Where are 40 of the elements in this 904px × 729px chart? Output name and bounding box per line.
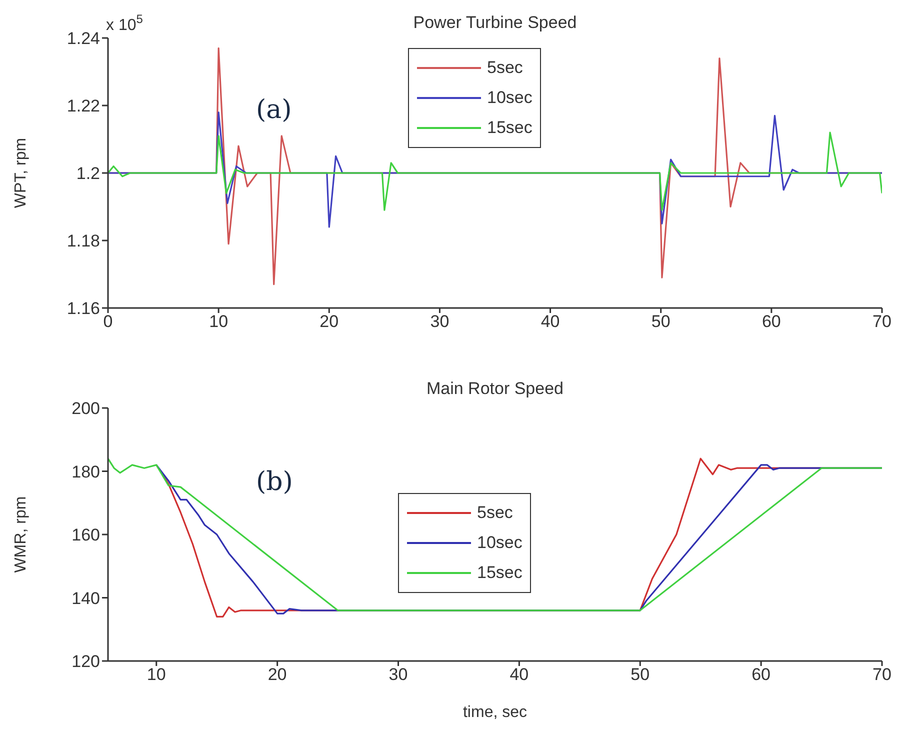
annotation: (a) bbox=[256, 95, 292, 125]
x-tick-label: 60 bbox=[752, 665, 771, 684]
y-axis-title: WPT, rpm bbox=[12, 138, 30, 208]
x-tick-label: 30 bbox=[388, 665, 408, 684]
x-tick-label: 40 bbox=[510, 665, 529, 684]
annotation: (b) bbox=[256, 467, 293, 497]
x-tick-label: 50 bbox=[651, 312, 670, 332]
x-tick-label: 50 bbox=[630, 665, 650, 684]
x-axis-title: time, sec bbox=[462, 704, 528, 721]
y-tick-label: 160 bbox=[72, 526, 100, 545]
legend-label: 15sec bbox=[487, 118, 532, 138]
y-tick-label: 1.22 bbox=[66, 96, 100, 116]
y-tick-label: 1.24 bbox=[66, 29, 100, 48]
y-tick-label: 200 bbox=[72, 399, 100, 418]
legend-label: 10sec bbox=[487, 88, 532, 108]
x-tick-label: 70 bbox=[872, 665, 892, 684]
x-tick-label: 40 bbox=[540, 312, 560, 332]
text: x 10$^{5}$ bbox=[106, 12, 144, 34]
x-tick-label: 30 bbox=[430, 312, 450, 332]
y-tick-label: 1.18 bbox=[66, 232, 100, 251]
legend-label: 15sec bbox=[477, 563, 522, 583]
legend-label: 5sec bbox=[487, 58, 523, 78]
chart-title: Power Turbine Speed bbox=[413, 13, 577, 32]
y-axis-title: WMR, rpm bbox=[12, 496, 30, 573]
x-tick-label: 60 bbox=[762, 312, 781, 332]
y-tick-label: 1.16 bbox=[66, 299, 100, 318]
y-tick-label: 1.2 bbox=[76, 164, 100, 184]
y-tick-label: 140 bbox=[72, 588, 100, 608]
x-tick-label: 20 bbox=[268, 665, 287, 684]
chart-title: Main Rotor Speed bbox=[426, 379, 564, 398]
y-tick-label: 180 bbox=[72, 462, 100, 482]
line-series bbox=[108, 132, 882, 211]
x-tick-label: 0 bbox=[103, 312, 113, 332]
legend-label: 10sec bbox=[477, 533, 522, 553]
x-tick-label: 70 bbox=[872, 312, 892, 332]
x-tick-label: 10 bbox=[146, 665, 166, 684]
x-tick-label: 10 bbox=[209, 312, 228, 332]
x-tick-label: 20 bbox=[320, 312, 339, 332]
legend-label: 5sec bbox=[477, 503, 513, 523]
y-tick-label: 120 bbox=[72, 652, 100, 672]
